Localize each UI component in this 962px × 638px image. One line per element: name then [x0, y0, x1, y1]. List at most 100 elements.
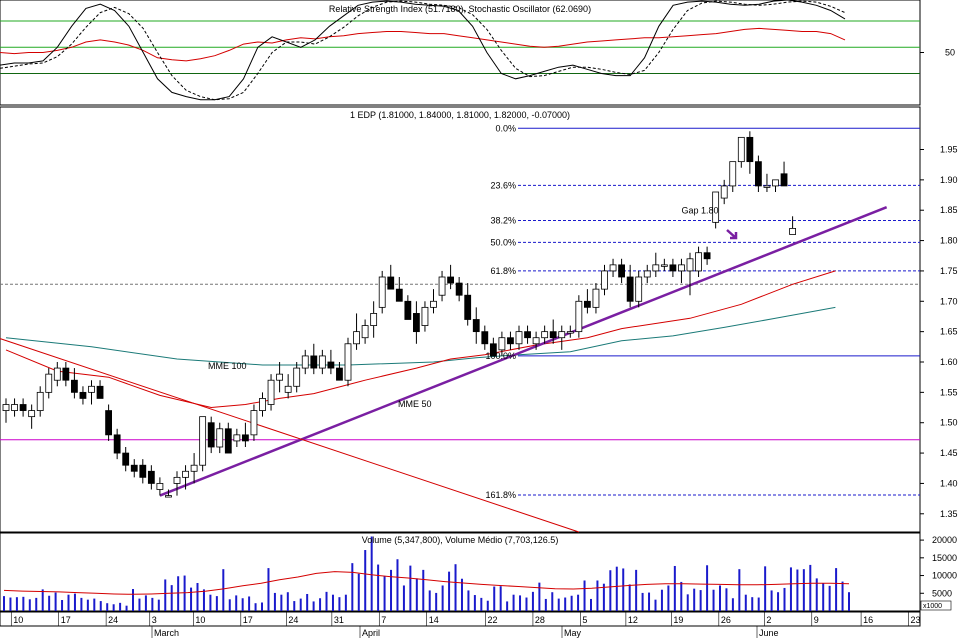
candle-body-71 [609, 264, 617, 272]
x-tick-10: 22 [488, 615, 498, 625]
candle-body-38 [327, 361, 335, 369]
candle-body-0 [2, 404, 10, 411]
oscillator-line-2 [0, 0, 846, 101]
candle-body-20 [173, 476, 181, 484]
volume-panel: 20000 15000 10000 5000 Volume (5,347,800), … [0, 532, 957, 612]
volume-average-line [3, 571, 850, 595]
candle-body-64 [549, 331, 557, 339]
x-tick-5: 17 [243, 615, 253, 625]
candle-body-72 [618, 264, 625, 278]
oscillator-line-0 [0, 27, 846, 62]
x-tick-2: 24 [108, 615, 118, 625]
candle-body-27 [233, 434, 241, 442]
month-0: March [154, 628, 179, 638]
x-tick-4: 10 [195, 615, 205, 625]
candle-body-23 [199, 416, 207, 466]
oscillator-tick-labels: 50 [920, 48, 955, 58]
candle-body-8 [71, 379, 78, 393]
volume-average-polyline [3, 571, 850, 595]
candle-body-79 [678, 264, 685, 272]
candle-body-39 [336, 367, 343, 381]
price-tick-1: 1.90 [940, 175, 958, 185]
volume-bars [3, 536, 850, 611]
candle-body-62 [532, 337, 540, 345]
price-tick-8: 1.55 [940, 387, 958, 397]
candle-body-50 [430, 300, 437, 308]
x-tick-9: 14 [429, 615, 439, 625]
trendline-1 [0, 338, 580, 533]
candle-body-75 [643, 270, 651, 278]
candle-body-55 [472, 319, 480, 333]
candle-body-4 [36, 391, 44, 411]
candle-body-17 [147, 470, 155, 484]
candle-body-14 [122, 452, 130, 466]
volume-tick-2: 10000 [932, 571, 957, 581]
candle-body-85 [729, 161, 737, 187]
candle-body-36 [310, 355, 318, 369]
candle-body-45 [387, 276, 395, 290]
price-tick-11: 1.40 [940, 478, 958, 488]
x-tick-16: 2 [766, 615, 771, 625]
candle-body-29 [250, 410, 258, 436]
candle-body-24 [207, 422, 215, 448]
candle-body-76 [652, 264, 660, 272]
candle-body-11 [96, 385, 104, 399]
x-tick-3: 3 [152, 615, 157, 625]
x-axis-frame [0, 611, 921, 627]
candle-body-37 [318, 355, 326, 369]
price-tick-12: 1.35 [940, 509, 958, 519]
candle-body-78 [669, 264, 677, 272]
volume-unit-box [920, 600, 952, 611]
candle-body-18 [156, 483, 164, 490]
oscillator-lines [0, 0, 846, 101]
gap-annotation: Gap 1.80 [681, 206, 718, 216]
oscillator-tick-0: 50 [945, 48, 955, 58]
candle-body-53 [455, 282, 463, 296]
candle-body-52 [447, 276, 455, 284]
price-title: 1 EDP (1.81000, 1.84000, 1.81000, 1.8200… [350, 110, 570, 120]
oscillator-frame [0, 0, 921, 106]
x-tick-19: 23 [911, 615, 921, 625]
candle-body-49 [421, 306, 429, 326]
candle-body-12 [105, 410, 112, 436]
candle-body-33 [284, 385, 292, 393]
candle-body-25 [216, 428, 224, 448]
volume-title: Volume (5,347,800), Volume Médio (7,703,… [362, 535, 559, 545]
price-tick-6: 1.65 [940, 327, 958, 337]
price-panel: 1.95 1.90 1.85 1.80 1.75 1.70 1.65 1.60 1.55 1.50… [0, 106, 958, 533]
candle-body-5 [45, 373, 53, 393]
candle-body-70 [601, 270, 608, 290]
candle-body-56 [481, 331, 489, 345]
candle-body-74 [635, 276, 643, 302]
candle-body-63 [541, 331, 549, 339]
price-candles [2, 131, 796, 498]
oscillator-reference-lines [0, 20, 920, 74]
candle-body-69 [592, 288, 600, 308]
candle-body-42 [361, 325, 369, 339]
price-tick-3: 1.80 [940, 236, 958, 246]
price-tick-10: 1.45 [940, 448, 958, 458]
candle-body-6 [53, 367, 61, 381]
candle-body-57 [489, 343, 497, 357]
x-tick-14: 19 [673, 615, 683, 625]
ma-line-0 [5, 306, 836, 366]
candle-body-15 [130, 464, 138, 472]
candle-body-31 [267, 379, 275, 405]
mme50-label: MME 50 [398, 399, 432, 409]
candle-body-41 [353, 331, 360, 345]
candle-body-67 [575, 300, 583, 333]
price-tick-9: 1.50 [940, 418, 958, 428]
candle-body-84 [720, 185, 728, 199]
mme100-label: MME 100 [208, 361, 247, 371]
month-1: April [362, 628, 380, 638]
oscillator-panel: 50 Relative Strength Index (51.7180), St… [0, 0, 955, 106]
x-tick-17: 9 [814, 615, 819, 625]
candle-body-22 [190, 464, 198, 472]
x-tick-6: 24 [288, 615, 298, 625]
x-tick-18: 16 [863, 615, 873, 625]
candle-body-77 [660, 264, 668, 267]
volume-tick-3: 5000 [932, 588, 952, 598]
fib-label-6: 161.8% [485, 490, 516, 500]
candle-body-90 [772, 179, 779, 187]
